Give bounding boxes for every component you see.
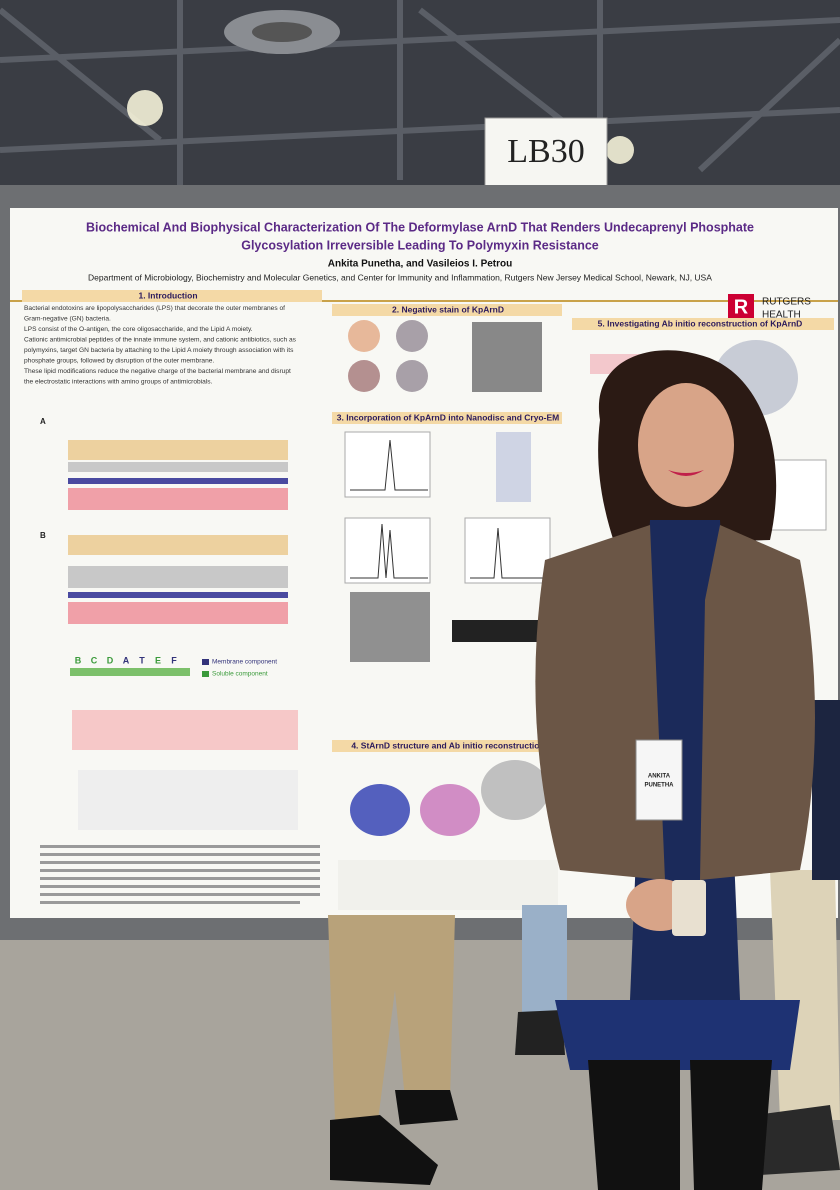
ceiling [0, 0, 840, 200]
gene-label: C [91, 655, 98, 665]
gene-label: D [107, 655, 114, 665]
section-bar [572, 318, 834, 330]
bystanders [328, 700, 840, 1185]
membrane-figure [68, 440, 298, 830]
section-bar [332, 304, 562, 316]
gene-label: T [139, 655, 145, 665]
logo-box [728, 294, 754, 320]
gene-label: F [171, 655, 177, 665]
middle-figures [338, 320, 558, 910]
presenter [535, 350, 815, 1190]
section-bar [332, 412, 562, 424]
intro-line: Gram-negative (GN) bacteria. [24, 315, 111, 322]
sign-text: LB30 [507, 133, 584, 170]
legend-text: Membrane component [212, 659, 277, 666]
section-bar [22, 290, 322, 302]
gene-label: E [155, 655, 161, 665]
rule [10, 300, 838, 302]
badge-name: PUNETHA [644, 783, 674, 789]
section-title: 4. StArnD structure and Ab initio recons… [351, 740, 544, 750]
panel-label: B [40, 531, 46, 540]
affiliation: Department of Microbiology, Biochemistry… [88, 272, 712, 282]
gene-label: B [75, 655, 82, 665]
intro-line: polymyxins, target GN bacteria by attach… [24, 347, 294, 354]
intro-line: LPS consist of the O-antigen, the core o… [24, 326, 253, 333]
section-title: 5. Investigating Ab initio reconstructio… [598, 318, 803, 328]
section-title: 1. Introduction [138, 290, 197, 300]
trusses [0, 0, 840, 190]
section-title: 2. Negative stain of KpArnD [392, 304, 504, 314]
light [127, 90, 163, 126]
logo-name: RUTGERS [762, 297, 811, 308]
light [606, 136, 634, 164]
vent-center [252, 22, 312, 42]
section-headers [22, 290, 834, 752]
title-line: Glycosylation Irreversible Leading To Po… [241, 238, 599, 252]
gene-label: A [123, 655, 130, 665]
section-bar [332, 740, 562, 752]
title-line: Biochemical And Biophysical Characteriza… [86, 220, 754, 234]
badge-name: ANKITA [648, 774, 671, 780]
legend-text: Soluble component [212, 671, 268, 678]
intro-line: These lipid modifications reduce the neg… [24, 368, 291, 375]
logo-sub: HEALTH [762, 310, 801, 321]
authors: Ankita Punetha, and Vasileios I. Petrou [328, 259, 513, 270]
legend-swatch [202, 659, 209, 665]
legend-swatch [202, 671, 209, 677]
intro-line: the electrostatic interactions with amin… [24, 378, 213, 385]
intro-line: phosphate groups, followed by disruption… [24, 357, 214, 364]
intro-line: Bacterial endotoxins are lipopolysacchar… [24, 305, 285, 312]
intro: Bacterial endotoxins are lipopolysacchar… [24, 305, 297, 386]
intro-line: Cationic antimicrobial peptides of the i… [24, 336, 297, 343]
caption-lines [40, 845, 320, 904]
logo-letter: R [734, 296, 749, 318]
section-title: 3. Incorporation of KpArnD into Nanodisc… [337, 412, 559, 422]
panel-label: A [40, 417, 46, 426]
